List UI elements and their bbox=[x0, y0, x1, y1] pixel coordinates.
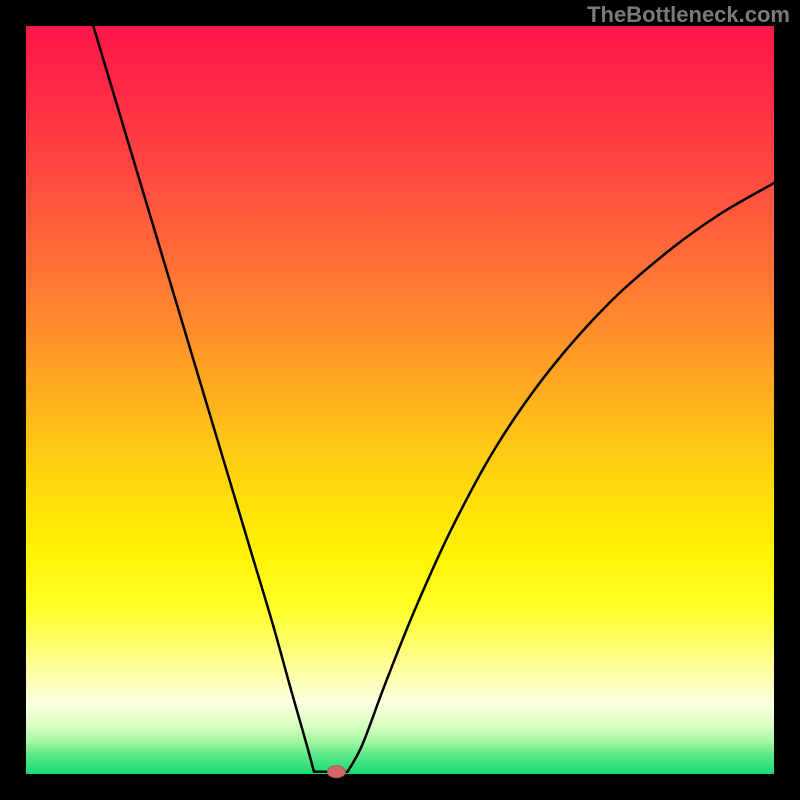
bottleneck-chart bbox=[0, 0, 800, 800]
chart-stage: TheBottleneck.com bbox=[0, 0, 800, 800]
gradient-background bbox=[26, 26, 774, 774]
watermark-text: TheBottleneck.com bbox=[587, 2, 790, 28]
optimum-marker bbox=[327, 766, 345, 778]
